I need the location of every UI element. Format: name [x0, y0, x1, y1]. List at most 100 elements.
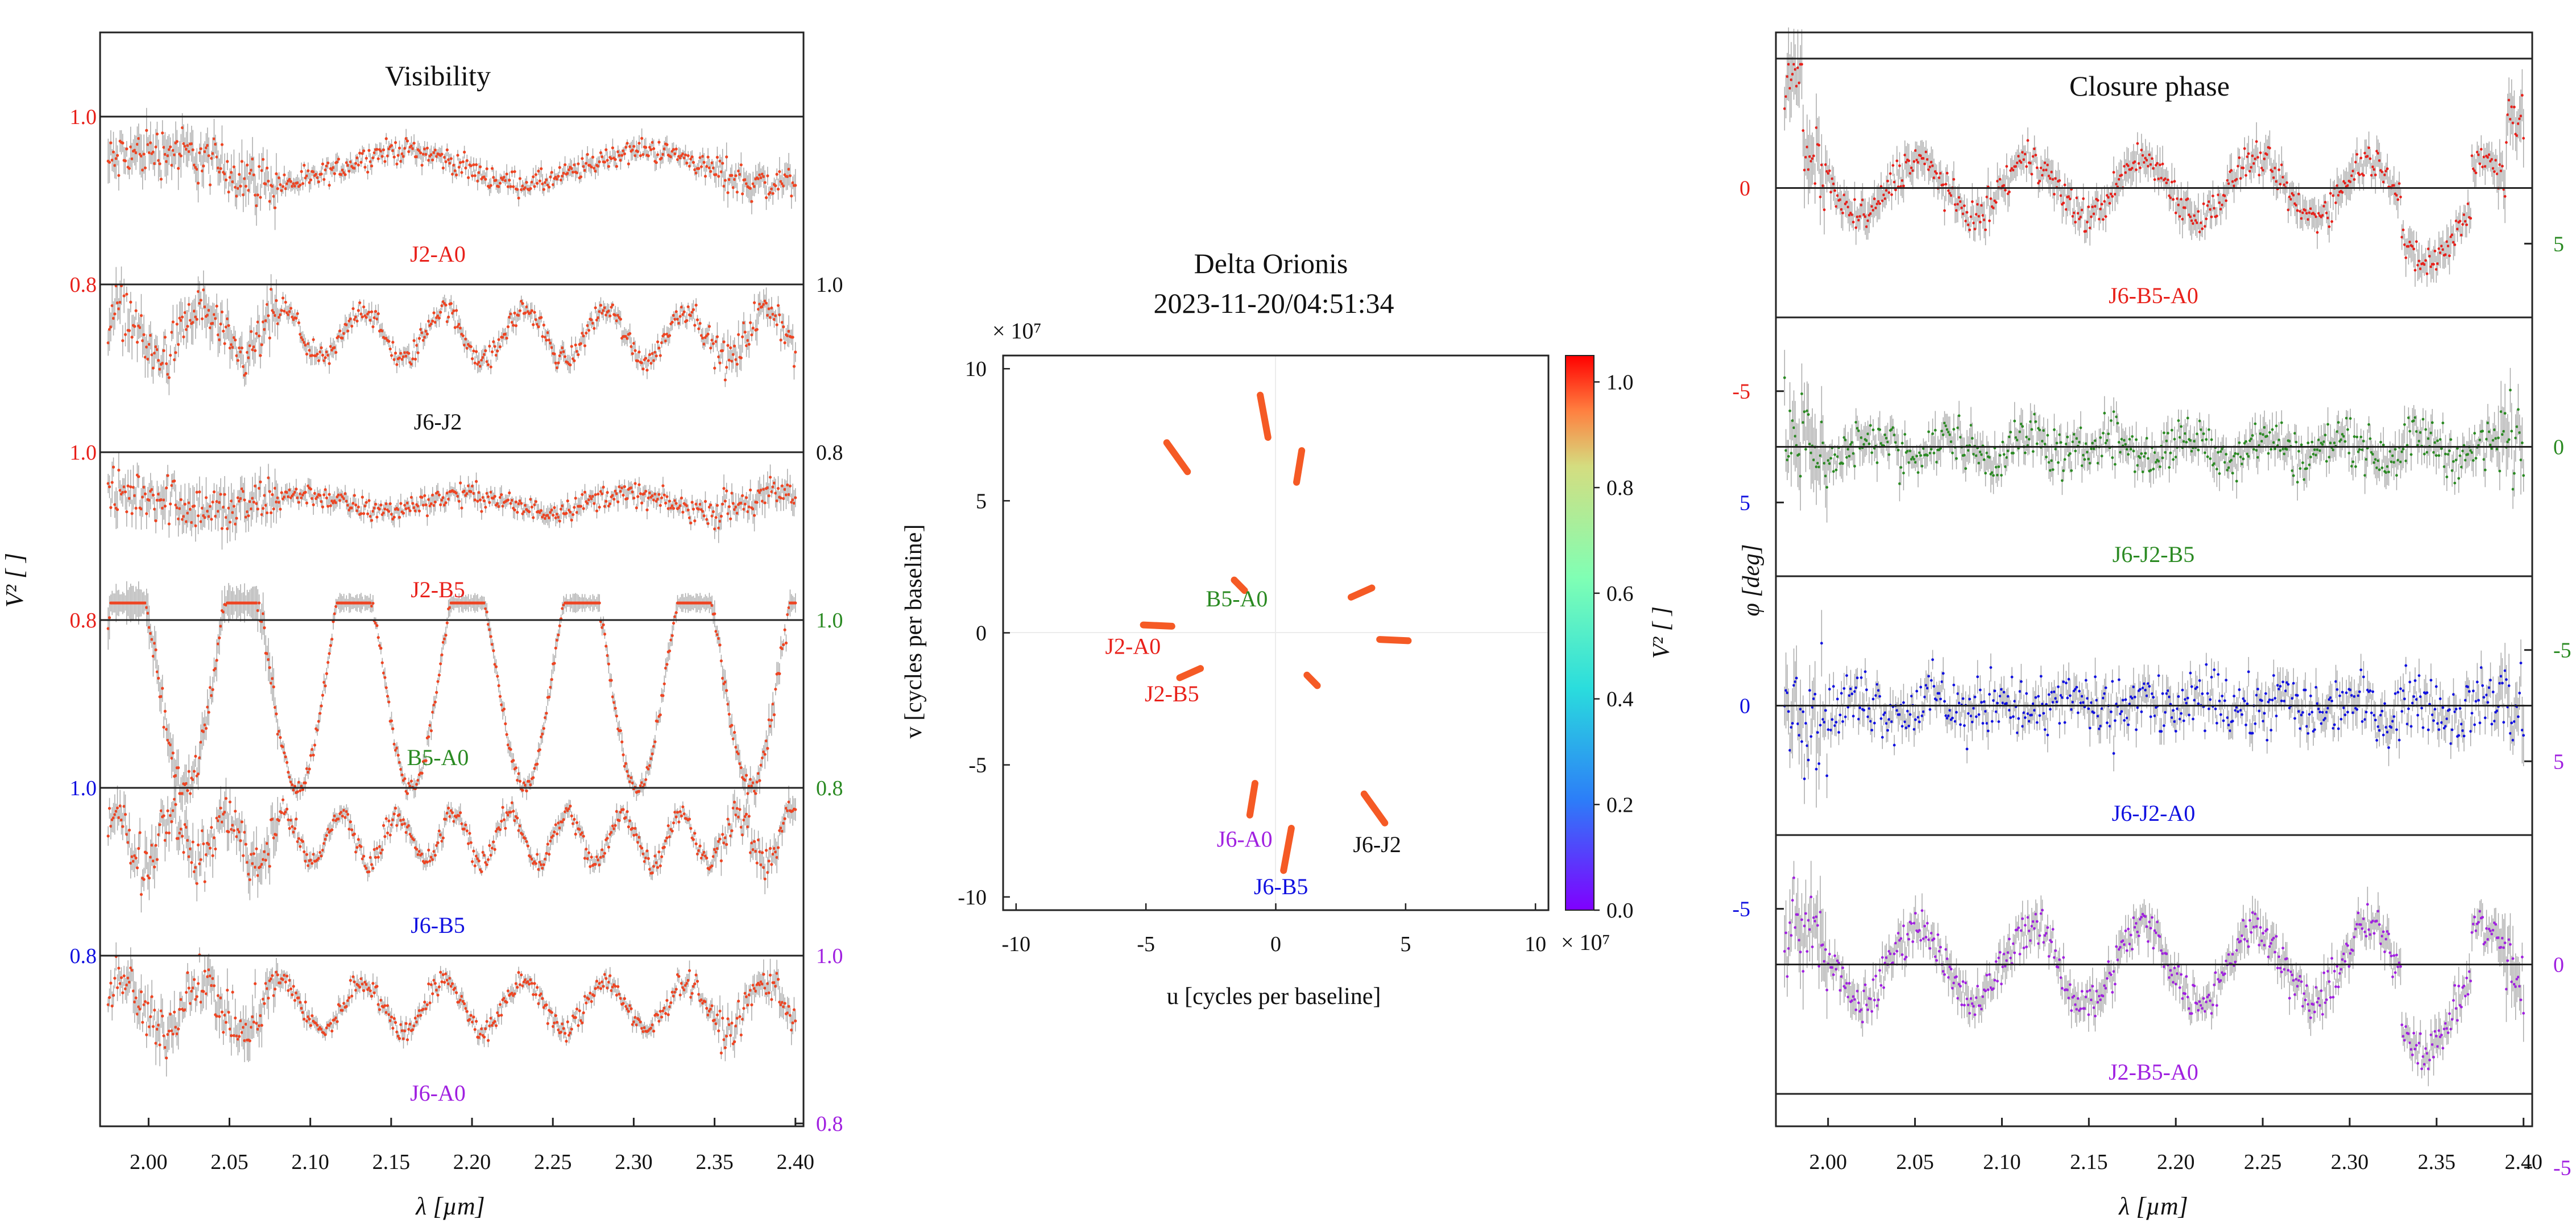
- visibility-point: [497, 684, 500, 687]
- visibility-point: [526, 844, 529, 848]
- visibility-point: [154, 145, 158, 149]
- visibility-point: [394, 352, 397, 355]
- visibility-point: [133, 325, 136, 328]
- visibility-point: [198, 151, 201, 155]
- visibility-point: [429, 502, 433, 506]
- visibility-point: [735, 191, 739, 194]
- visibility-point: [554, 516, 557, 519]
- visibility-point: [281, 798, 285, 801]
- visibility-point: [349, 160, 352, 164]
- visibility-point: [510, 170, 514, 173]
- visibility-point: [382, 511, 386, 515]
- visibility-point: [113, 503, 117, 506]
- visibility-point: [368, 319, 372, 322]
- visibility-point: [345, 161, 348, 164]
- visibility-point: [762, 303, 765, 306]
- visibility-point: [279, 507, 282, 511]
- visibility-point: [699, 165, 703, 168]
- visibility-point: [267, 314, 270, 317]
- visibility-point: [697, 327, 701, 330]
- visibility-point: [764, 196, 768, 200]
- visibility-point: [660, 156, 664, 160]
- visibility-point: [532, 516, 535, 519]
- visibility-point: [305, 352, 309, 356]
- visibility-point: [224, 178, 228, 181]
- visibility-point: [691, 507, 695, 511]
- visibility-point: [203, 880, 206, 883]
- visibility-point: [403, 351, 407, 354]
- visibility-point: [733, 730, 736, 734]
- visibility-point: [766, 747, 769, 750]
- visibility-point: [187, 501, 190, 505]
- visibility-point: [546, 842, 549, 846]
- visibility-point: [123, 490, 127, 494]
- visibility-point: [763, 501, 767, 505]
- visibility-point: [691, 308, 695, 311]
- visibility-point: [334, 501, 338, 505]
- visibility-point: [776, 304, 780, 307]
- visibility-point: [602, 309, 605, 312]
- visibility-point: [379, 646, 383, 650]
- visibility-point: [198, 490, 201, 494]
- visibility-point: [530, 180, 533, 184]
- visibility-point: [775, 323, 778, 327]
- visibility-point: [668, 649, 672, 652]
- visibility-point: [260, 169, 263, 172]
- visibility-point: [731, 186, 735, 189]
- visibility-point: [558, 354, 561, 358]
- visibility-point: [545, 712, 548, 715]
- visibility-point: [474, 350, 478, 353]
- visibility-point: [154, 519, 158, 523]
- visibility-point: [489, 184, 492, 187]
- visibility-point: [590, 856, 593, 859]
- visibility-point: [106, 834, 110, 838]
- visibility-point: [303, 341, 306, 344]
- visibility-point: [347, 509, 351, 512]
- visibility-point: [307, 169, 310, 172]
- visibility-point: [550, 677, 553, 681]
- visibility-point: [486, 363, 490, 366]
- visibility-point: [320, 704, 323, 708]
- visibility-point: [505, 733, 508, 736]
- visibility-point: [238, 346, 241, 350]
- visibility-point: [707, 325, 711, 328]
- visibility-point: [445, 320, 449, 324]
- visibility-point: [725, 366, 728, 369]
- visibility-point: [739, 356, 743, 360]
- visibility-point: [114, 157, 118, 160]
- visibility-point: [161, 361, 164, 365]
- visibility-point: [420, 163, 424, 167]
- visibility-point: [610, 305, 613, 309]
- visibility-point: [234, 809, 237, 813]
- visibility-point: [420, 331, 424, 334]
- visibility-point: [110, 481, 114, 484]
- visibility-point: [500, 819, 503, 823]
- visibility-point: [285, 807, 289, 811]
- visibility-point: [308, 181, 311, 184]
- visibility-point: [500, 493, 503, 497]
- visibility-point: [478, 165, 482, 168]
- visibility-point: [570, 167, 573, 170]
- visibility-point: [187, 770, 190, 773]
- visibility-point: [553, 352, 556, 356]
- visibility-point: [200, 169, 204, 173]
- visibility-point: [162, 349, 165, 352]
- visibility-point: [207, 154, 210, 158]
- visibility-point: [310, 497, 314, 500]
- visibility-point: [615, 319, 619, 323]
- visibility-point: [350, 506, 354, 510]
- visibility-point: [676, 317, 680, 321]
- visibility-point: [532, 175, 535, 179]
- visibility-point: [585, 331, 588, 335]
- visibility-point: [436, 680, 440, 683]
- visibility-point: [636, 495, 640, 498]
- visibility-point: [125, 292, 129, 296]
- visibility-point: [267, 179, 270, 183]
- visibility-point: [656, 340, 660, 344]
- visibility-point: [549, 511, 552, 514]
- visibility-point: [533, 311, 536, 314]
- visibility-point: [489, 635, 492, 638]
- visibility-point: [350, 324, 354, 328]
- visibility-point: [472, 849, 475, 853]
- visibility-point: [703, 175, 707, 178]
